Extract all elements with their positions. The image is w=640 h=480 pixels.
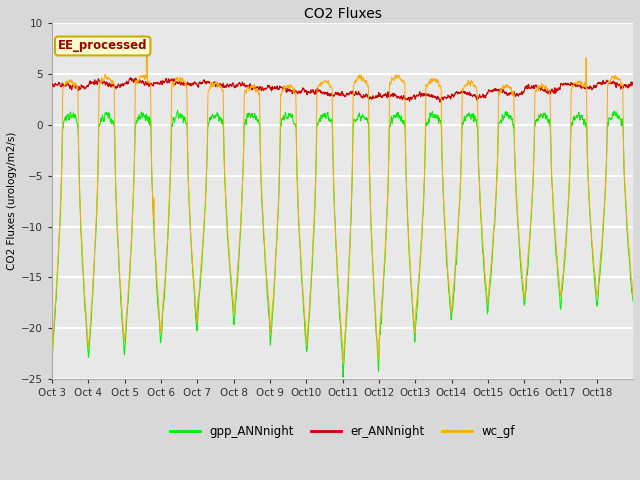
Legend: gpp_ANNnight, er_ANNnight, wc_gf: gpp_ANNnight, er_ANNnight, wc_gf [166, 420, 520, 443]
Title: CO2 Fluxes: CO2 Fluxes [303, 7, 381, 21]
Y-axis label: CO2 Fluxes (urology/m2/s): CO2 Fluxes (urology/m2/s) [7, 132, 17, 270]
Text: EE_processed: EE_processed [58, 39, 147, 52]
